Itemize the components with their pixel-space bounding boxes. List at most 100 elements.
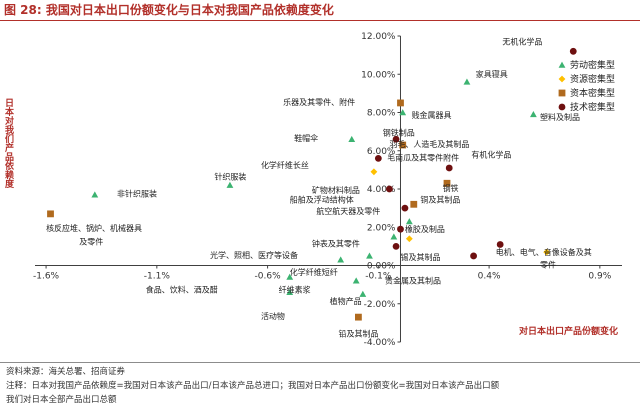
x-tick-label: -0.1% [365, 272, 392, 282]
point-label: 船舶及浮动结构体 [290, 194, 354, 204]
data-point: 无机化学品 [569, 47, 577, 55]
point-label: 羽毛、人造毛及其制品 [389, 139, 469, 149]
note-line-2: 我们对日本全部产品出口总额 [6, 395, 117, 405]
y-tick-label: 10.00% [361, 70, 396, 80]
point-label: 有机化学品 [471, 149, 511, 159]
point-label: 毛南瓜及其零件附件 [387, 152, 459, 162]
x-tick-label: -0.6% [255, 272, 282, 282]
data-point: 羽毛、人造毛及其制品 [399, 141, 407, 149]
point-label: 活动物 [261, 311, 285, 321]
point-label: 食品、饮料、酒及醋 [146, 284, 218, 294]
data-point: 化学纤维短纤 [366, 252, 373, 259]
data-point: 非针织服装 [91, 191, 99, 198]
point-label: 贱金属器具 [412, 110, 452, 120]
y-tick-label: 4.00% [367, 185, 396, 195]
data-point: 矿物材料制品 [370, 168, 378, 176]
y-tick-label: 0.00% [367, 262, 396, 272]
x-tick-label: -1.1% [144, 272, 171, 282]
data-point: 针织服装 [226, 181, 234, 188]
point-label: 鞋帽伞 [294, 133, 318, 143]
data-point: 光学、照相、医疗等设备 [392, 242, 400, 250]
y-tick-label: 8.00% [367, 109, 396, 119]
point-label: 化学纤维长丝 [261, 160, 309, 170]
x-tick-label: -1.6% [33, 272, 60, 282]
point-label: 航空航天器及零件 [316, 206, 380, 216]
data-point: 鞋帽伞 [348, 135, 356, 142]
legend-label: 资本密集型 [570, 87, 615, 99]
point-label: 化学纤维短纤 [290, 267, 338, 277]
data-point: 贵金属及其制品 [470, 252, 477, 260]
data-point: 纤维素浆 [286, 273, 294, 280]
point-label: 铅及其制品 [338, 328, 378, 338]
data-point: 塑料及制品 [529, 111, 537, 118]
point-label: 核反应堆、锅炉、机械器具 [46, 223, 142, 233]
point-label: 电机、电气、音像设备及其 [496, 247, 592, 257]
data-point: 乐器及其零件、附件 [397, 99, 404, 107]
data-point: 贱金属器具 [399, 109, 407, 116]
legend-label: 劳动密集型 [570, 59, 615, 71]
x-tick-label: 0.4% [478, 272, 501, 282]
point-label: 家具寝具 [476, 69, 508, 79]
point-label: 无机化学品 [502, 37, 542, 47]
data-point: 家具寝具 [463, 78, 471, 85]
data-point: 铜及其制品 [410, 200, 418, 208]
point-label: 及零件 [79, 236, 103, 246]
data-point: 植物产品 [359, 290, 367, 297]
point-label: 铜及其制品 [420, 194, 460, 204]
data-point: 锡及其制品 [405, 235, 413, 243]
data-point: 钢铁制品 [392, 135, 400, 143]
data-point: 化学纤维长丝 [374, 155, 382, 162]
point-label: 橡胶及制品 [405, 224, 445, 234]
legend-marker [558, 89, 566, 97]
data-point: 钟表及其零件 [397, 225, 404, 233]
figure-title: 图 28: 我国对日本出口份额变化与日本对我国产品依赖度变化 [4, 3, 334, 17]
point-label: 矿物材料制品 [312, 185, 360, 195]
data-point: 珠宝、贵金属及制品 [352, 277, 360, 284]
title-rule [0, 20, 640, 21]
y-tick-label: 2.00% [367, 223, 396, 233]
point-label: 针织服装 [214, 171, 246, 181]
point-label: 贵金属及其制品 [385, 276, 441, 286]
y-tick-label: -4.00% [364, 338, 396, 348]
point-label: 乐器及其零件、附件 [283, 97, 355, 107]
data-point: 食品、饮料、酒及醋 [337, 256, 345, 263]
data-point: 活动物 [286, 288, 294, 295]
footer-rule [0, 362, 640, 363]
point-label: 植物产品 [330, 296, 362, 306]
y-tick-label: -2.00% [364, 300, 396, 310]
point-label: 钢铁制品 [383, 127, 415, 137]
point-label: 锡及其制品 [400, 252, 440, 262]
point-label: 塑料及制品 [540, 112, 580, 122]
y-tick-label: 6.00% [367, 147, 396, 157]
point-label: 钟表及其零件 [312, 238, 360, 248]
legend-marker [558, 61, 566, 68]
point-label: 零件 [540, 259, 556, 269]
legend-label: 资源密集型 [570, 73, 615, 85]
legend-label: 技术密集型 [570, 101, 615, 113]
data-point: 橡胶及制品 [405, 218, 413, 225]
data-point: 航空航天器及零件 [401, 204, 409, 212]
x-axis-label: 对日本出口产品份额变化 [519, 325, 618, 337]
point-label: 纤维素浆 [279, 284, 311, 294]
data-point: 铅及其制品 [355, 313, 362, 321]
legend-marker [558, 103, 566, 111]
point-label: 钢铁 [443, 183, 459, 193]
scatter-chart: -4.00% -2.00% 0.00% 2.00% 4.00% 6.00% 8.00% 10.… [3, 32, 622, 348]
source-text: 资料来源：海关总署、招商证券 [6, 367, 126, 377]
data-point: 船舶及浮动结构体 [386, 185, 393, 193]
point-label: 非针织服装 [117, 189, 157, 199]
data-point: 木及木制品 [390, 233, 398, 240]
note-line-1: 注释：日本对我国产品依赖度=我国对日本该产品出口/日本该产品总进口；我国对日本产… [6, 381, 500, 391]
data-point: 有机化学品 [445, 164, 453, 172]
x-tick-label: 0.9% [588, 272, 611, 282]
data-point: 矿产品 [543, 248, 551, 256]
y-axis-label: 日本对我们产品依赖度 [3, 98, 14, 189]
y-tick-label: 12.00% [361, 32, 396, 42]
legend-marker [558, 75, 566, 83]
data-point: 钢铁 [443, 179, 451, 187]
